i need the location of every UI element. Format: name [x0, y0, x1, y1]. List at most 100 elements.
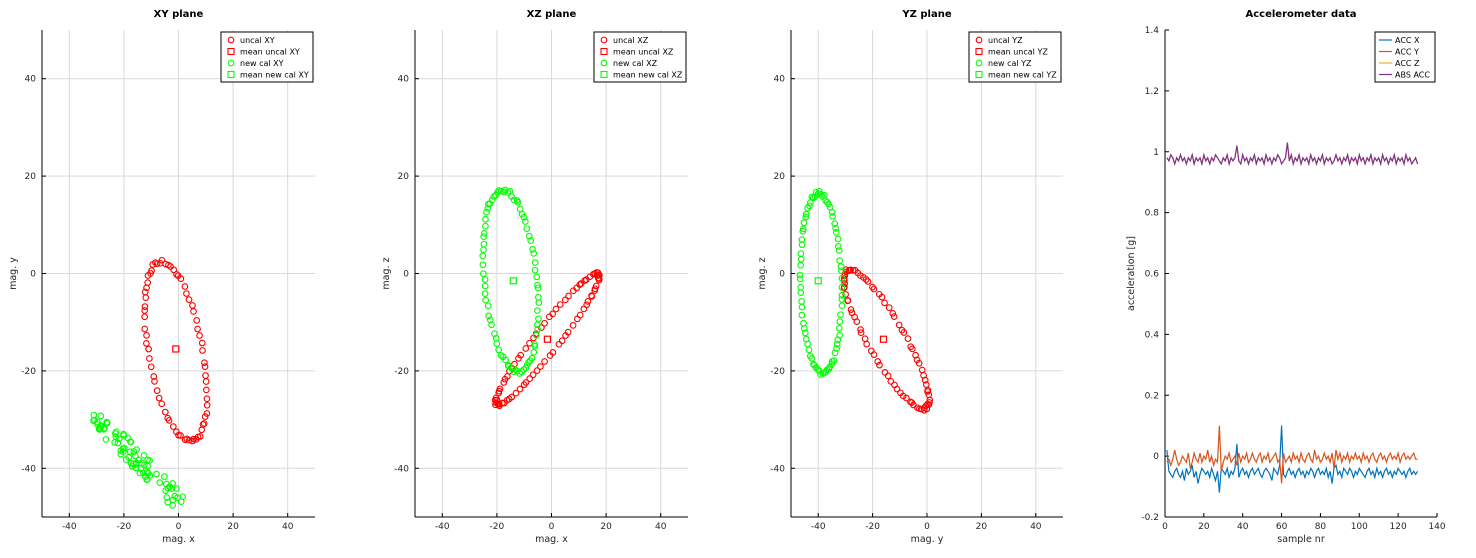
data-point [136, 469, 144, 477]
data-point [573, 315, 581, 323]
data-point [523, 225, 531, 233]
x-tick-label: 40 [282, 522, 294, 532]
data-point [881, 299, 888, 307]
data-point [802, 213, 810, 221]
data-point [842, 291, 850, 298]
x-tick-label: -20 [490, 522, 505, 532]
x-tick-label: 0 [924, 522, 930, 532]
data-point [130, 448, 138, 455]
plot-area [1166, 142, 1419, 493]
x-tick-label: -20 [117, 522, 132, 532]
legend-label: uncal XZ [613, 36, 649, 45]
data-point [832, 224, 839, 232]
x-axis-label: mag. x [162, 534, 195, 545]
data-point [903, 394, 910, 402]
y-tick-label: 1.2 [1145, 87, 1159, 97]
legend-swatch [600, 36, 608, 44]
data-point [925, 391, 933, 399]
x-tick-label: 0 [176, 522, 182, 532]
data-point [94, 421, 101, 428]
data-point [490, 193, 498, 200]
data-point [885, 304, 893, 311]
data-point [836, 331, 843, 339]
data-point [922, 402, 930, 410]
data-point [898, 326, 906, 334]
data-point [836, 257, 844, 264]
data-point [534, 284, 542, 292]
data-point [823, 198, 831, 206]
data-point [144, 462, 152, 470]
data-point [165, 261, 172, 269]
y-tick-label: -20 [770, 367, 785, 377]
chart-title: XZ plane [527, 9, 577, 20]
data-point [179, 493, 187, 501]
legend: uncal XZ mean uncal XZ new cal XZ mean new … [593, 31, 687, 83]
data-point [155, 394, 163, 402]
y-tick-label: 40 [398, 75, 410, 85]
legend-swatch [975, 70, 983, 79]
plot-area [479, 186, 603, 410]
data-point [198, 339, 206, 347]
data-point [826, 203, 834, 211]
y-tick-label: 0 [30, 270, 36, 280]
x-tick-label: -40 [435, 522, 450, 532]
data-point [804, 204, 811, 212]
data-point [156, 259, 164, 267]
data-point [870, 351, 878, 358]
y-axis-label: mag. y [8, 257, 19, 290]
legend-label: new cal XY [240, 59, 284, 68]
data-point [537, 363, 544, 370]
data-point [833, 345, 840, 352]
data-point [561, 296, 569, 304]
data-point [141, 325, 149, 333]
data-point [588, 292, 595, 300]
data-point [576, 311, 584, 319]
legend-label: uncal YZ [988, 36, 1023, 45]
y-tick-label: -20 [394, 367, 409, 377]
x-tick-label: 0 [549, 522, 555, 532]
y-tick-label: 0.8 [1145, 209, 1160, 219]
data-point [797, 255, 805, 263]
data-point [480, 246, 487, 254]
data-point [797, 250, 805, 257]
x-tick-label: 100 [1351, 522, 1368, 532]
data-point [114, 439, 122, 447]
data-point [481, 290, 489, 298]
mean-point [509, 277, 517, 285]
data-point [534, 293, 542, 301]
x-tick-label: 40 [1237, 522, 1249, 532]
data-point [163, 494, 171, 501]
legend-swatch [227, 47, 235, 56]
legend-label: mean new cal XY [240, 71, 309, 80]
data-point [202, 378, 210, 385]
data-point [534, 326, 542, 333]
legend-label: new cal XZ [613, 59, 658, 68]
data-point [484, 302, 492, 310]
y-tick-label: 20 [774, 172, 786, 182]
data-point [857, 326, 864, 333]
data-point [835, 324, 843, 332]
series-line-3 [1166, 142, 1419, 167]
data-point [164, 484, 172, 492]
x-tick-label: 60 [1276, 522, 1288, 532]
plot-area [90, 256, 211, 509]
data-point [203, 401, 211, 409]
data-point [488, 321, 495, 329]
data-point [153, 470, 160, 478]
data-point [169, 423, 177, 430]
y-tick-label: 0 [403, 270, 409, 280]
data-point [534, 307, 541, 314]
data-point [837, 311, 844, 319]
legend: ACC X ACC Y ACC Z ABS ACC [1374, 31, 1436, 83]
data-point [196, 332, 203, 339]
data-point [829, 212, 836, 220]
data-point [830, 357, 838, 365]
x-tick-label: 20 [1198, 522, 1210, 532]
data-point [480, 270, 487, 278]
data-point [485, 312, 492, 320]
data-point [141, 303, 149, 310]
legend-label: mean uncal XZ [613, 48, 674, 57]
data-point [202, 372, 209, 379]
data-point [169, 496, 177, 504]
legend-label: new cal YZ [988, 59, 1032, 68]
